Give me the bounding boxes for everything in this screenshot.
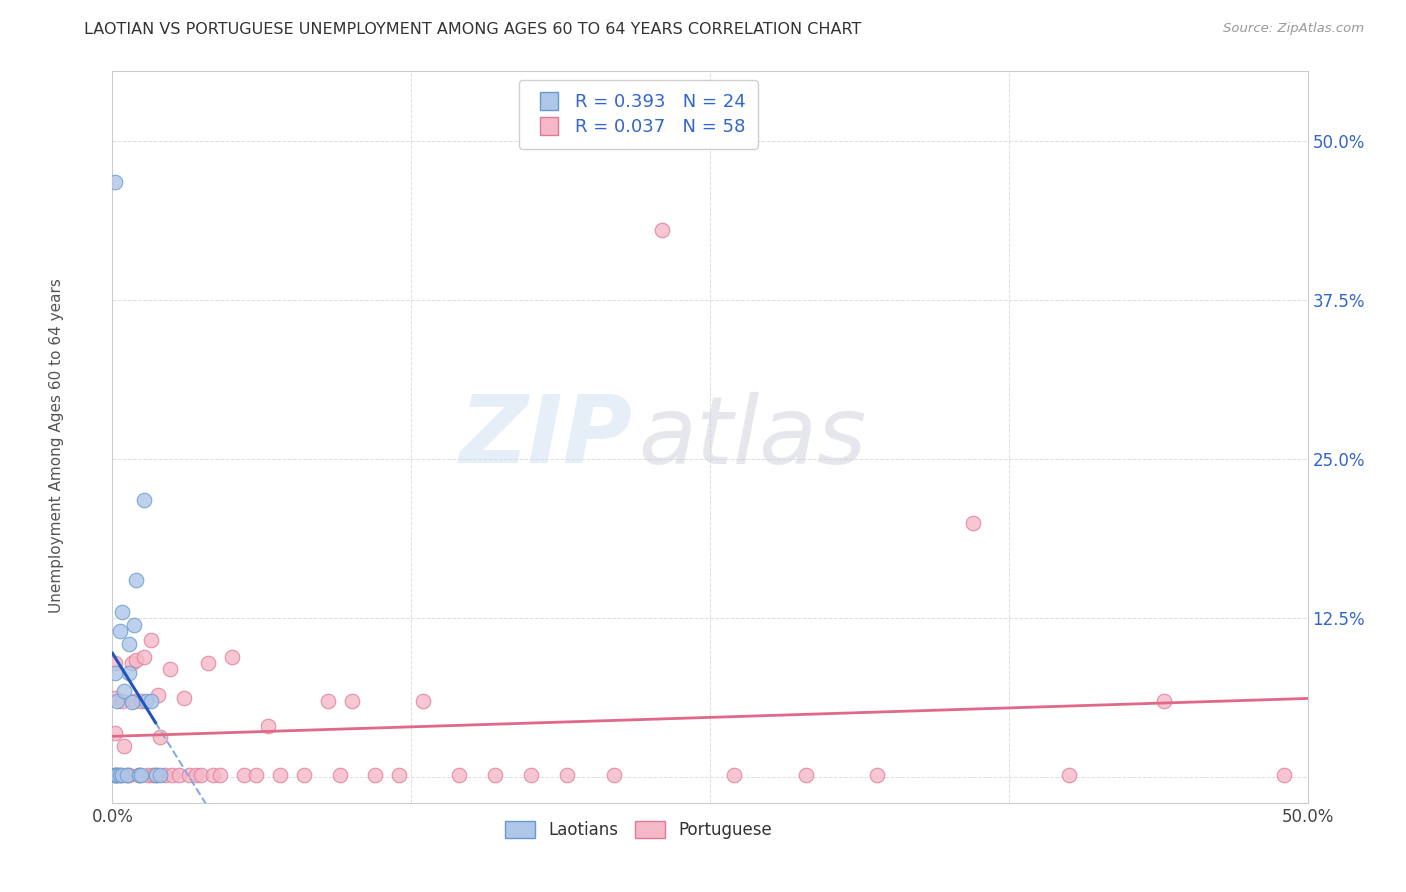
Point: [1057, 768, 1080, 782]
Point: [555, 768, 578, 782]
Point: [104, 656, 127, 670]
Point: [104, 768, 127, 782]
Point: [122, 694, 145, 708]
Point: [142, 768, 165, 782]
Point: [108, 768, 131, 782]
Point: [145, 768, 167, 782]
Point: [1153, 694, 1175, 708]
Point: [723, 768, 745, 782]
Point: [105, 768, 128, 782]
Point: [159, 662, 181, 676]
Legend: Laotians, Portuguese: Laotians, Portuguese: [498, 814, 779, 846]
Point: [115, 768, 138, 782]
Point: [292, 768, 315, 782]
Point: [114, 739, 135, 753]
Point: [794, 768, 817, 782]
Point: [138, 768, 160, 782]
Point: [118, 768, 141, 782]
Point: [962, 516, 984, 530]
Point: [108, 768, 131, 782]
Point: [111, 694, 134, 708]
Point: [149, 730, 172, 744]
Point: [111, 605, 134, 619]
Point: [108, 624, 131, 638]
Point: [122, 617, 145, 632]
Text: atlas: atlas: [638, 392, 866, 483]
Point: [162, 768, 183, 782]
Point: [221, 649, 243, 664]
Point: [121, 695, 143, 709]
Point: [132, 649, 155, 664]
Point: [149, 768, 172, 782]
Point: [651, 223, 673, 237]
Point: [104, 666, 127, 681]
Point: [129, 768, 152, 782]
Point: [1272, 768, 1295, 782]
Text: Unemployment Among Ages 60 to 64 years: Unemployment Among Ages 60 to 64 years: [49, 278, 63, 614]
Point: [603, 768, 626, 782]
Point: [153, 768, 176, 782]
Point: [201, 768, 224, 782]
Point: [104, 175, 127, 189]
Point: [125, 573, 148, 587]
Point: [190, 768, 212, 782]
Text: Source: ZipAtlas.com: Source: ZipAtlas.com: [1223, 22, 1364, 36]
Point: [209, 768, 232, 782]
Point: [125, 653, 148, 667]
Point: [139, 632, 162, 647]
Point: [105, 694, 128, 708]
Point: [866, 768, 889, 782]
Point: [233, 768, 256, 782]
Point: [104, 768, 127, 782]
Point: [111, 768, 134, 782]
Point: [364, 768, 387, 782]
Point: [257, 719, 280, 733]
Point: [135, 694, 157, 708]
Point: [128, 768, 150, 782]
Point: [145, 768, 167, 782]
Point: [132, 493, 155, 508]
Point: [105, 768, 128, 782]
Text: LAOTIAN VS PORTUGUESE UNEMPLOYMENT AMONG AGES 60 TO 64 YEARS CORRELATION CHART: LAOTIAN VS PORTUGUESE UNEMPLOYMENT AMONG…: [84, 22, 862, 37]
Point: [186, 768, 208, 782]
Point: [104, 768, 127, 782]
Point: [388, 768, 411, 782]
Point: [104, 726, 127, 740]
Point: [128, 768, 150, 782]
Point: [114, 684, 135, 698]
Point: [447, 768, 470, 782]
Point: [329, 768, 352, 782]
Point: [169, 768, 191, 782]
Point: [173, 691, 195, 706]
Point: [269, 768, 291, 782]
Point: [520, 768, 543, 782]
Text: ZIP: ZIP: [460, 391, 633, 483]
Point: [139, 694, 162, 708]
Point: [197, 656, 219, 670]
Point: [340, 694, 363, 708]
Point: [121, 656, 143, 670]
Point: [146, 688, 169, 702]
Point: [129, 694, 152, 708]
Point: [245, 768, 267, 782]
Point: [316, 694, 339, 708]
Point: [104, 691, 127, 706]
Point: [412, 694, 434, 708]
Point: [484, 768, 506, 782]
Point: [118, 666, 141, 681]
Point: [177, 768, 200, 782]
Point: [118, 637, 141, 651]
Point: [115, 768, 138, 782]
